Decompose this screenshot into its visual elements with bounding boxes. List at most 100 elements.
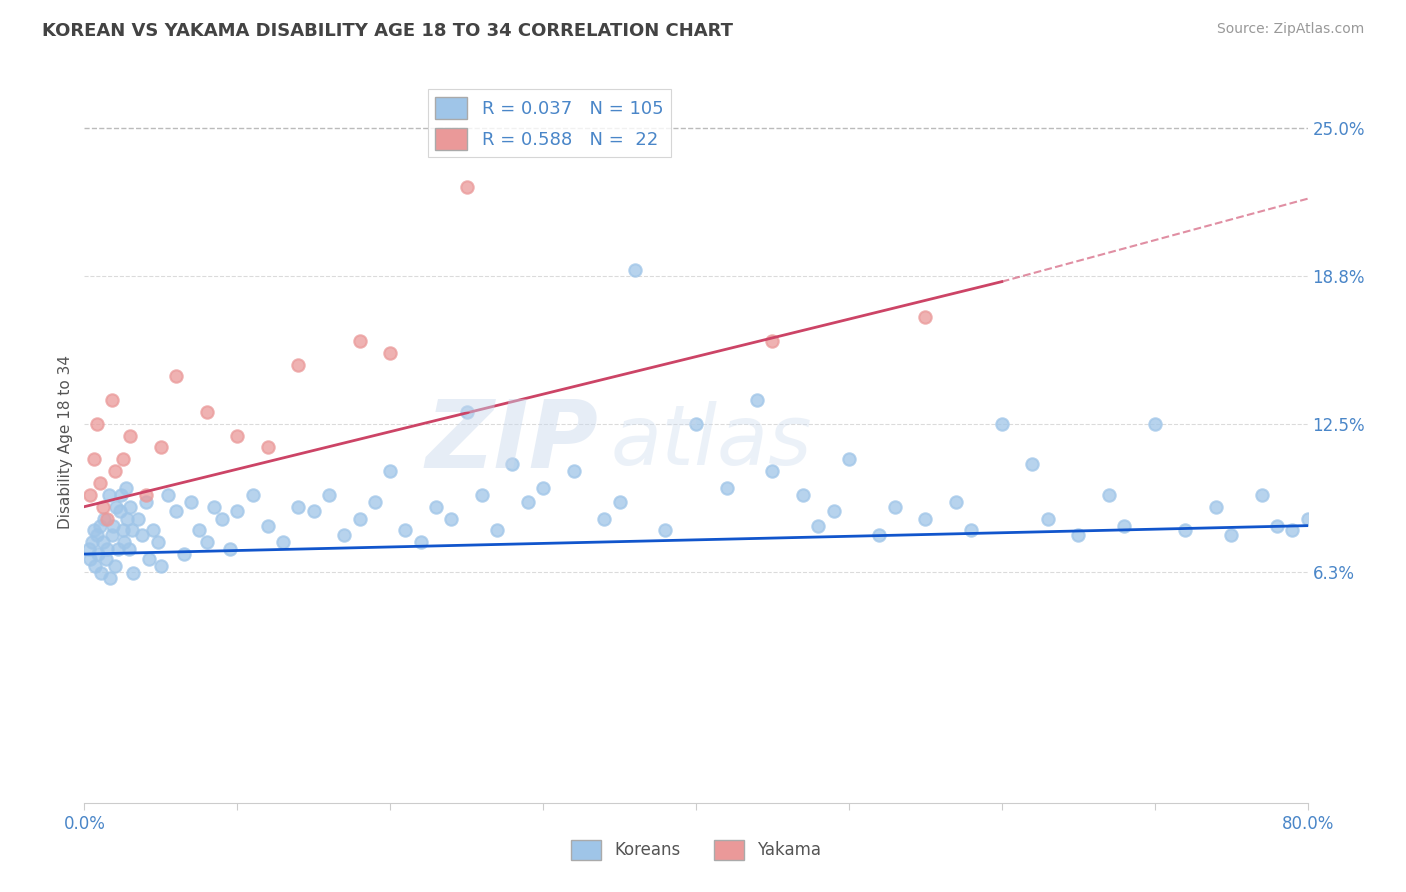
Point (1358, 524, 1381, 538)
Point (89, 475, 111, 490)
Point (287, 500, 309, 514)
Point (120, 428, 142, 442)
Point (165, 504, 187, 518)
Point (93, 511, 115, 525)
Point (242, 488, 264, 502)
Point (226, 504, 249, 518)
Point (349, 511, 371, 525)
Point (531, 481, 554, 495)
Point (991, 417, 1014, 431)
Point (108, 504, 131, 518)
Point (716, 481, 738, 495)
Point (747, 393, 769, 408)
Point (111, 524, 134, 538)
Point (135, 495, 157, 509)
Point (823, 504, 845, 518)
Point (1114, 518, 1136, 533)
Point (333, 528, 356, 542)
Point (101, 528, 124, 542)
Point (380, 464, 402, 478)
Point (103, 518, 125, 533)
Point (1143, 417, 1166, 431)
Point (502, 457, 524, 471)
Point (287, 358, 309, 372)
Point (516, 495, 538, 509)
Point (945, 495, 967, 509)
Point (409, 535, 432, 549)
Point (624, 262, 647, 277)
Point (471, 488, 494, 502)
Point (1021, 457, 1043, 471)
Point (1265, 518, 1288, 533)
Point (80, 535, 103, 549)
Point (104, 464, 127, 478)
Point (146, 535, 169, 549)
Point (761, 464, 783, 478)
Point (84, 558, 107, 573)
Point (914, 511, 936, 525)
Point (101, 393, 124, 408)
Text: ZIP: ZIP (425, 395, 598, 488)
Point (115, 511, 138, 525)
Point (257, 441, 280, 455)
Point (349, 334, 371, 348)
Point (127, 511, 149, 525)
Point (960, 524, 983, 538)
Point (318, 488, 340, 502)
Point (792, 488, 814, 502)
Point (91, 500, 114, 514)
Point (94, 551, 117, 566)
Point (112, 535, 135, 549)
Point (96, 542, 118, 557)
Point (79, 551, 101, 566)
Point (486, 524, 509, 538)
Point (149, 558, 172, 573)
Point (89, 518, 111, 533)
Point (96, 511, 118, 525)
Point (456, 405, 478, 419)
Point (1312, 524, 1334, 538)
Point (79, 488, 101, 502)
Point (609, 495, 631, 509)
Point (562, 464, 585, 478)
Point (1296, 511, 1319, 525)
Legend: Koreans, Yakama: Koreans, Yakama (564, 833, 828, 867)
Point (83, 524, 105, 538)
Point (1327, 535, 1350, 549)
Point (118, 542, 141, 557)
Point (593, 511, 616, 525)
Text: Source: ZipAtlas.com: Source: ZipAtlas.com (1216, 22, 1364, 37)
Point (86, 528, 108, 542)
Point (110, 488, 132, 502)
Point (87, 547, 110, 561)
Point (157, 488, 180, 502)
Point (914, 310, 936, 325)
Point (838, 452, 860, 467)
Point (761, 334, 783, 348)
Point (654, 524, 676, 538)
Point (180, 495, 202, 509)
Point (456, 180, 478, 194)
Point (364, 495, 387, 509)
Point (83, 452, 105, 467)
Point (122, 566, 145, 580)
Point (1174, 524, 1197, 538)
Point (394, 524, 416, 538)
Point (97, 488, 120, 502)
Point (142, 524, 165, 538)
Point (440, 511, 463, 525)
Point (107, 542, 129, 557)
Point (380, 345, 402, 359)
Point (883, 500, 905, 514)
Point (149, 441, 172, 455)
Point (86, 417, 108, 431)
Point (120, 500, 142, 514)
Point (1250, 488, 1272, 502)
Point (195, 535, 218, 549)
Point (1205, 500, 1227, 514)
Point (202, 500, 225, 514)
Point (173, 547, 195, 561)
Point (1343, 500, 1365, 514)
Point (226, 428, 249, 442)
Point (195, 405, 218, 419)
